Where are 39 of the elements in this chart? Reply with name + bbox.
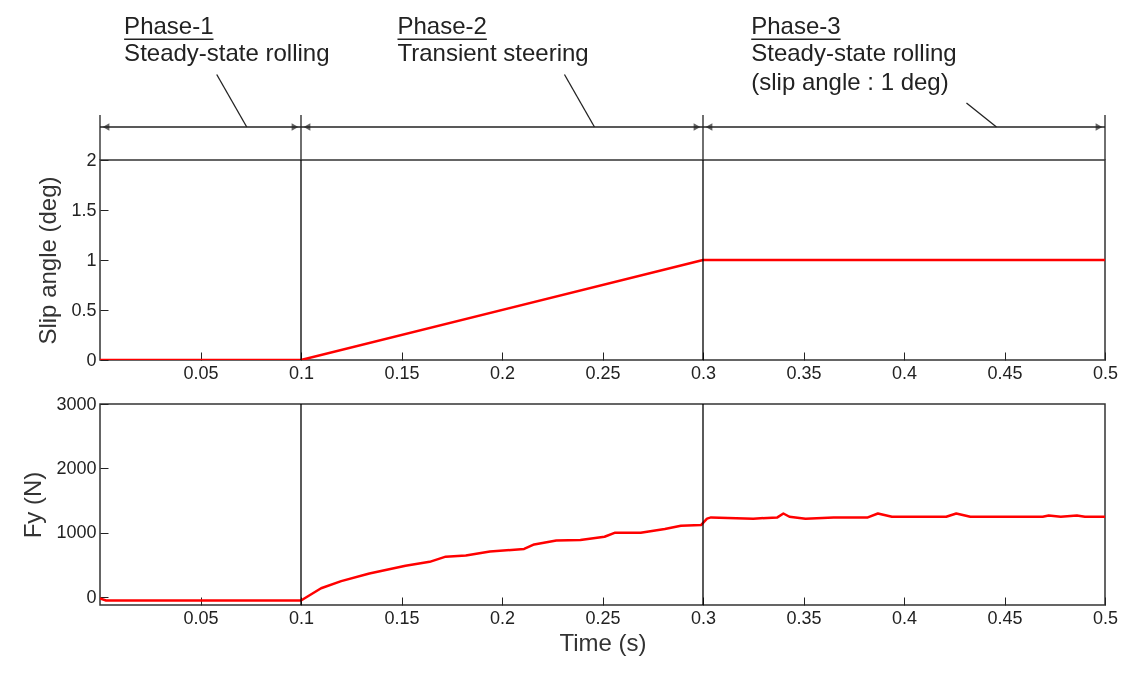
x-tick-label: 0.45 <box>987 362 1023 383</box>
text: Steady-state rolling (slip angle : 1 deg) <box>751 38 957 95</box>
x-tick-label: 0.25 <box>585 607 621 628</box>
x-tick-label: 0.15 <box>384 362 420 383</box>
text: Phase-2 <box>397 11 487 39</box>
x-tick-label: 0.05 <box>183 362 219 383</box>
text: Steady-state rolling <box>124 38 330 66</box>
text: Phase-3 <box>751 11 841 39</box>
y-tick-label: 1000 <box>56 522 97 543</box>
y-tick-label: 1.5 <box>71 199 97 220</box>
x-tick-label: 0.5 <box>1092 362 1119 383</box>
x-tick-label: 0.3 <box>690 362 717 383</box>
y-tick-label: 1 <box>86 249 97 270</box>
x-tick-label: 0.05 <box>183 607 219 628</box>
y-tick-label: 2000 <box>56 457 97 478</box>
x-tick-label: 0.25 <box>585 362 621 383</box>
x-tick-label: 0.3 <box>690 607 717 628</box>
y-tick-label: 0 <box>86 586 97 607</box>
x-tick-label: 0.35 <box>786 362 822 383</box>
x-tick-label: 0.5 <box>1092 607 1119 628</box>
x-tick-label: 0.45 <box>987 607 1023 628</box>
y-axis-title: Fy (N) <box>19 471 47 539</box>
x-tick-label: 0.1 <box>288 607 315 628</box>
text: Phase-1 <box>124 11 214 39</box>
y-axis-title: Slip angle (deg) <box>34 176 62 345</box>
x-axis-title: Time (s) <box>559 628 647 656</box>
y-tick-label: 0 <box>86 349 97 370</box>
x-tick-label: 0.4 <box>891 362 918 383</box>
y-tick-label: 0.5 <box>71 299 97 320</box>
y-tick-label: 3000 <box>56 393 97 414</box>
x-tick-label: 0.15 <box>384 607 420 628</box>
x-tick-label: 0.2 <box>489 607 516 628</box>
x-tick-label: 0.35 <box>786 607 822 628</box>
y-tick-label: 2 <box>86 149 97 170</box>
x-tick-label: 0.4 <box>891 607 918 628</box>
x-tick-label: 0.2 <box>489 362 516 383</box>
text: Transient steering <box>397 38 589 66</box>
x-tick-label: 0.1 <box>288 362 315 383</box>
line-series <box>100 512 1105 602</box>
